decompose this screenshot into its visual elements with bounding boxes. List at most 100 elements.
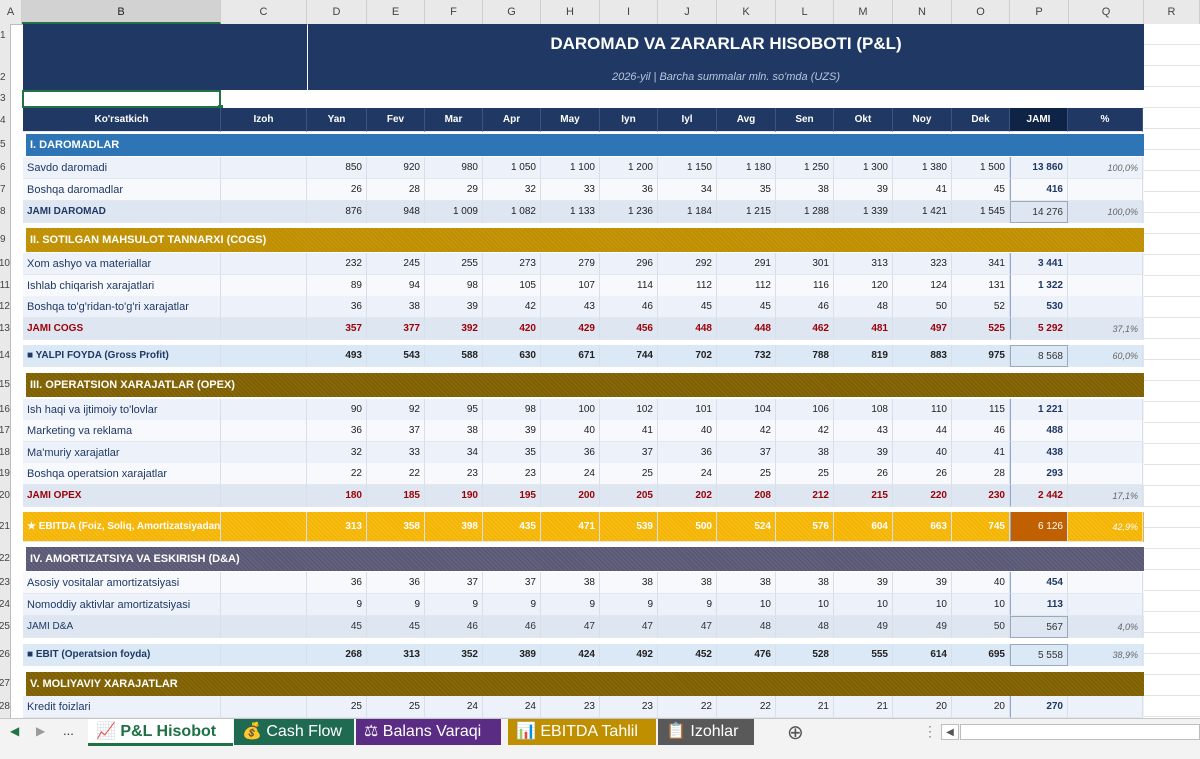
value-cell[interactable]: 92	[367, 399, 425, 421]
row-header[interactable]: 24	[0, 599, 10, 610]
value-cell[interactable]: 101	[658, 399, 717, 421]
value-cell[interactable]: 296	[600, 253, 658, 275]
value-cell[interactable]: 20	[952, 696, 1010, 718]
value-cell[interactable]: 29	[425, 179, 483, 201]
value-cell[interactable]: 37	[600, 442, 658, 464]
value-cell[interactable]: 37	[483, 572, 541, 594]
value-cell[interactable]: 1 133	[541, 201, 600, 223]
row-header[interactable]: 9	[0, 234, 6, 245]
value-cell[interactable]: 34	[425, 442, 483, 464]
row-header[interactable]: 5	[0, 139, 6, 150]
column-header-m[interactable]: M	[834, 0, 893, 24]
value-cell[interactable]: 1 200	[600, 157, 658, 179]
value-cell[interactable]: 1 180	[717, 157, 776, 179]
value-cell[interactable]: 268	[307, 644, 367, 666]
value-cell[interactable]: 9	[483, 594, 541, 616]
value-cell[interactable]: 38	[425, 420, 483, 442]
value-cell[interactable]: 23	[600, 696, 658, 718]
value-cell[interactable]: 112	[717, 275, 776, 297]
value-cell[interactable]: 116	[776, 275, 834, 297]
value-cell[interactable]: 695	[952, 644, 1010, 666]
value-cell[interactable]: 745	[952, 512, 1010, 542]
value-cell[interactable]: 205	[600, 485, 658, 507]
value-cell[interactable]: 46	[952, 420, 1010, 442]
column-header-r[interactable]: R	[1144, 0, 1200, 24]
value-cell[interactable]: 435	[483, 512, 541, 542]
value-cell[interactable]: 25	[367, 696, 425, 718]
value-cell[interactable]: 377	[367, 318, 425, 340]
value-cell[interactable]: 604	[834, 512, 893, 542]
value-cell[interactable]: 23	[483, 463, 541, 485]
total-cell[interactable]: 14 276	[1010, 201, 1068, 223]
percent-cell[interactable]	[1068, 463, 1143, 485]
value-cell[interactable]: 38	[717, 572, 776, 594]
value-cell[interactable]: 39	[425, 296, 483, 318]
total-cell[interactable]: 5 292	[1010, 318, 1068, 340]
percent-cell[interactable]	[1068, 696, 1143, 718]
value-cell[interactable]: 35	[483, 442, 541, 464]
percent-cell[interactable]: 37,1%	[1068, 318, 1143, 340]
value-cell[interactable]: 744	[600, 345, 658, 367]
note-cell[interactable]	[221, 201, 307, 223]
value-cell[interactable]: 49	[893, 616, 952, 638]
value-cell[interactable]: 215	[834, 485, 893, 507]
value-cell[interactable]: 46	[483, 616, 541, 638]
value-cell[interactable]: 1 380	[893, 157, 952, 179]
value-cell[interactable]: 47	[658, 616, 717, 638]
value-cell[interactable]: 90	[307, 399, 367, 421]
row-header[interactable]: 13	[0, 323, 10, 334]
value-cell[interactable]: 38	[658, 572, 717, 594]
value-cell[interactable]: 1 100	[541, 157, 600, 179]
percent-cell[interactable]: 17,1%	[1068, 485, 1143, 507]
value-cell[interactable]: 255	[425, 253, 483, 275]
value-cell[interactable]: 980	[425, 157, 483, 179]
value-cell[interactable]: 313	[834, 253, 893, 275]
header-cell[interactable]: Izoh	[221, 108, 307, 132]
column-header-k[interactable]: K	[717, 0, 776, 24]
value-cell[interactable]: 9	[541, 594, 600, 616]
row-header[interactable]: 4	[0, 115, 6, 126]
row-header[interactable]: 2	[0, 72, 6, 83]
value-cell[interactable]: 9	[658, 594, 717, 616]
value-cell[interactable]: 357	[307, 318, 367, 340]
header-cell[interactable]: Apr	[483, 108, 541, 132]
value-cell[interactable]: 398	[425, 512, 483, 542]
value-cell[interactable]: 21	[776, 696, 834, 718]
value-cell[interactable]: 41	[893, 179, 952, 201]
column-header-l[interactable]: L	[776, 0, 834, 24]
column-header-c[interactable]: C	[221, 0, 307, 24]
row-header[interactable]: 3	[0, 93, 6, 104]
percent-cell[interactable]: 100,0%	[1068, 201, 1143, 223]
note-cell[interactable]	[221, 296, 307, 318]
value-cell[interactable]: 41	[600, 420, 658, 442]
value-cell[interactable]: 48	[776, 616, 834, 638]
total-cell[interactable]: 5 558	[1010, 644, 1068, 666]
value-cell[interactable]: 37	[367, 420, 425, 442]
note-cell[interactable]	[221, 275, 307, 297]
value-cell[interactable]: 341	[952, 253, 1010, 275]
value-cell[interactable]: 120	[834, 275, 893, 297]
value-cell[interactable]: 292	[658, 253, 717, 275]
note-cell[interactable]	[221, 594, 307, 616]
value-cell[interactable]: 37	[425, 572, 483, 594]
value-cell[interactable]: 102	[600, 399, 658, 421]
value-cell[interactable]: 38	[367, 296, 425, 318]
value-cell[interactable]: 36	[658, 442, 717, 464]
value-cell[interactable]: 46	[776, 296, 834, 318]
value-cell[interactable]: 45	[307, 616, 367, 638]
percent-cell[interactable]	[1068, 420, 1143, 442]
value-cell[interactable]: 1 150	[658, 157, 717, 179]
row-header[interactable]: 27	[0, 678, 10, 689]
value-cell[interactable]: 26	[893, 463, 952, 485]
value-cell[interactable]: 481	[834, 318, 893, 340]
value-cell[interactable]: 876	[307, 201, 367, 223]
value-cell[interactable]: 108	[834, 399, 893, 421]
value-cell[interactable]: 1 300	[834, 157, 893, 179]
column-header-o[interactable]: O	[952, 0, 1010, 24]
value-cell[interactable]: 104	[717, 399, 776, 421]
value-cell[interactable]: 45	[658, 296, 717, 318]
row-header[interactable]: 7	[0, 184, 6, 195]
value-cell[interactable]: 43	[541, 296, 600, 318]
total-cell[interactable]: 1 322	[1010, 275, 1068, 297]
column-header-i[interactable]: I	[600, 0, 658, 24]
